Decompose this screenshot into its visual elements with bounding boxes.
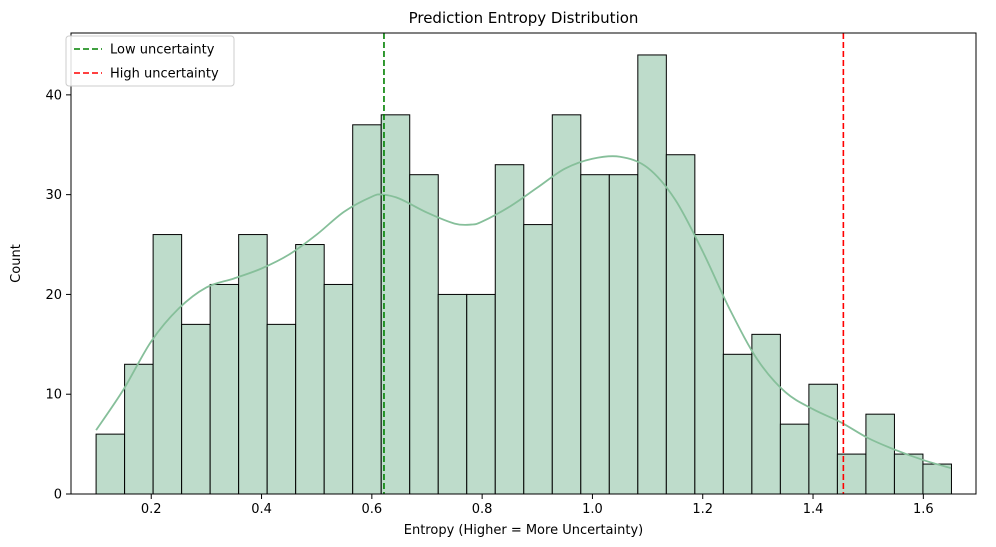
x-tick-label: 1.4 <box>803 502 824 517</box>
x-tick-label: 0.6 <box>361 502 382 517</box>
histogram-bar <box>352 124 382 495</box>
x-axis: 0.2 0.4 0.6 0.8 1.0 1.2 1.4 1.6 <box>141 494 934 517</box>
legend-label: Low uncertainty <box>110 43 215 58</box>
histogram-bar <box>608 174 639 495</box>
y-axis: 0 10 20 30 40 <box>45 88 71 503</box>
histogram-bars <box>95 54 952 495</box>
x-tick-label: 1.2 <box>692 502 713 517</box>
histogram-bar <box>836 453 867 495</box>
y-tick-label: 40 <box>45 88 62 103</box>
y-tick-label: 10 <box>45 388 62 403</box>
histogram-bar <box>580 174 610 495</box>
histogram-bar <box>779 423 810 495</box>
x-tick-label: 1.0 <box>582 502 603 517</box>
histogram-bar <box>637 54 667 495</box>
y-tick-label: 20 <box>45 288 62 303</box>
histogram-bar <box>722 353 753 495</box>
histogram-bar <box>893 453 924 495</box>
histogram-bar <box>124 363 154 495</box>
histogram-bar <box>238 234 268 495</box>
histogram-bar <box>380 114 411 495</box>
histogram-bar <box>865 413 895 495</box>
y-tick-label: 0 <box>54 488 62 503</box>
histogram-bar <box>209 283 240 495</box>
x-tick-label: 0.4 <box>251 502 272 517</box>
legend-label: High uncertainty <box>110 67 219 82</box>
legend: Low uncertainty High uncertainty <box>65 35 235 87</box>
histogram-bar <box>409 174 439 495</box>
histogram-bar <box>694 234 724 495</box>
histogram-bar <box>494 164 525 495</box>
histogram-bar <box>437 293 468 495</box>
y-axis-label: Count <box>9 244 24 283</box>
plot-frame <box>70 32 977 495</box>
x-tick-label: 0.2 <box>141 502 162 517</box>
chart-title: Prediction Entropy Distribution <box>409 9 639 27</box>
histogram-bar <box>523 224 553 495</box>
legend-box <box>65 35 235 87</box>
histogram-bar <box>751 333 781 495</box>
histogram-bar <box>295 244 325 495</box>
histogram-bar <box>266 323 297 495</box>
threshold-lines <box>383 33 845 494</box>
histogram-bar <box>551 114 582 495</box>
histogram-bar <box>665 154 696 495</box>
x-tick-label: 1.6 <box>913 502 934 517</box>
x-tick-label: 0.8 <box>472 502 493 517</box>
histogram-bar <box>95 433 126 495</box>
x-axis-label: Entropy (Higher = More Uncertainty) <box>404 523 643 538</box>
histogram-bar <box>323 283 354 495</box>
kde-curve-layer <box>95 155 952 469</box>
histogram-bar <box>152 234 183 495</box>
histogram-bar <box>466 293 496 495</box>
histogram-bar <box>808 383 838 495</box>
y-tick-label: 30 <box>45 188 62 203</box>
kde-curve <box>95 155 952 469</box>
histogram-bar <box>181 323 211 495</box>
histogram-bar <box>922 463 952 495</box>
